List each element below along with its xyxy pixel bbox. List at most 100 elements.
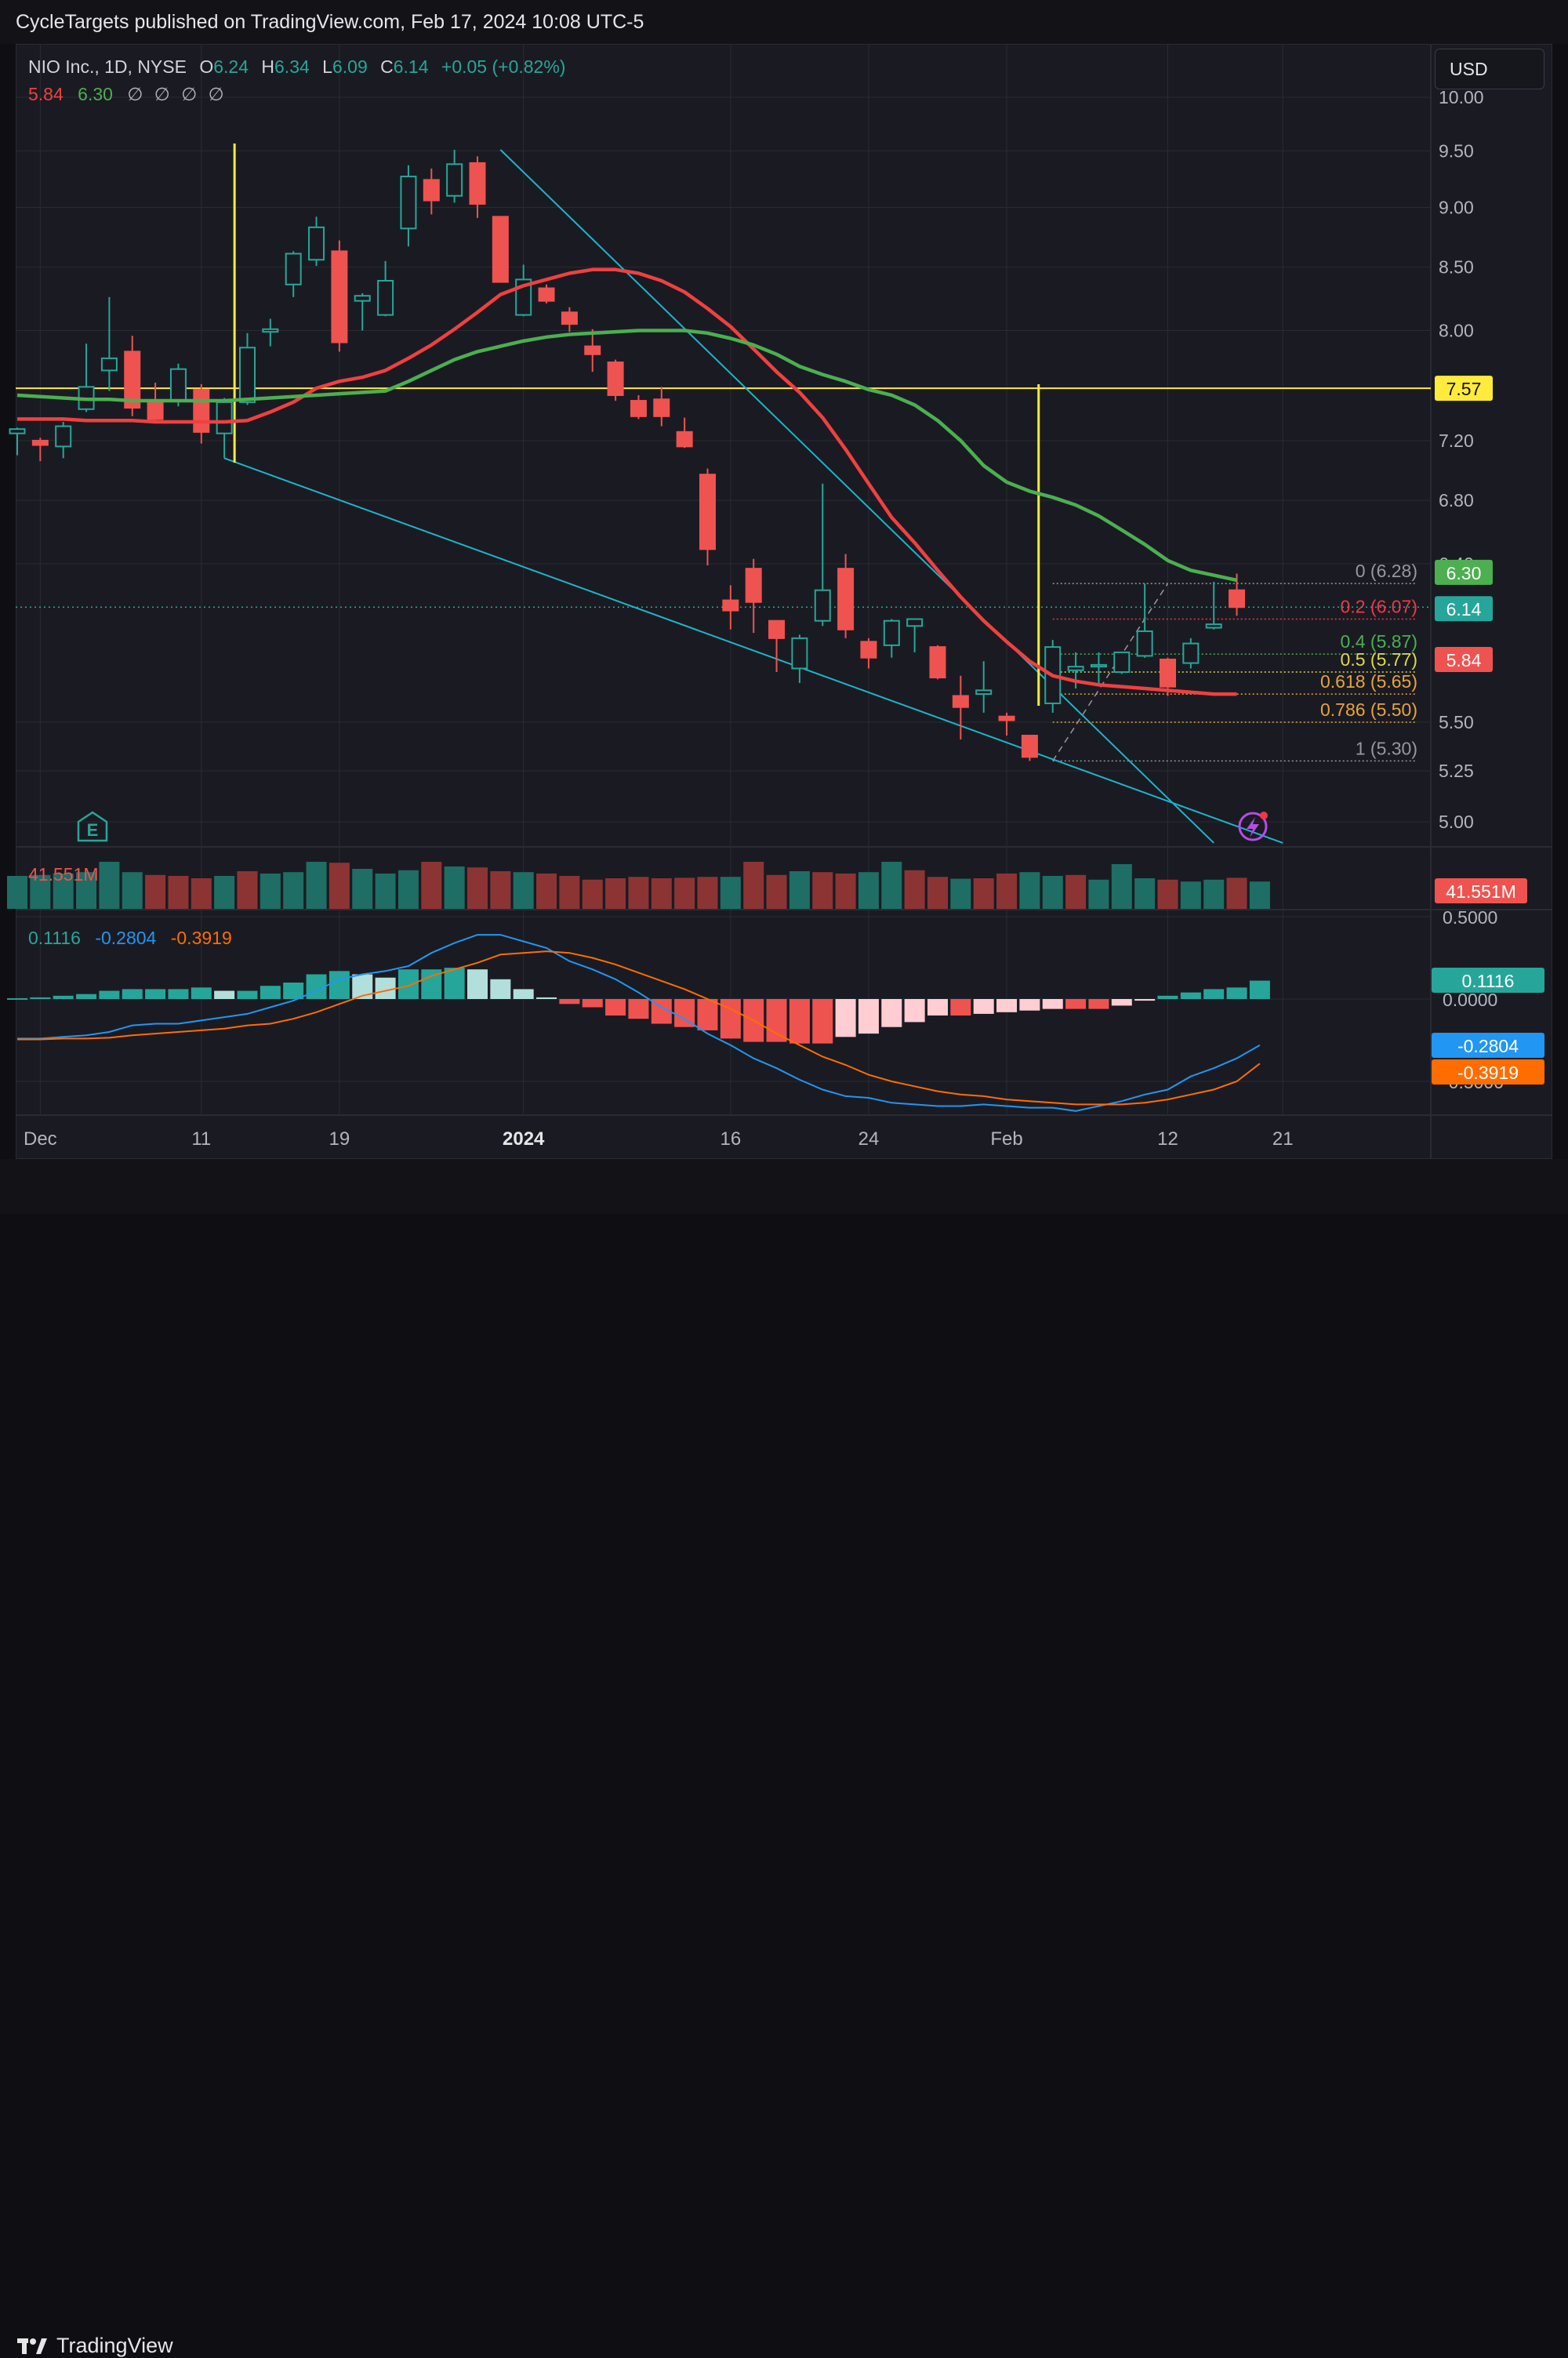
volume-bar xyxy=(789,871,810,909)
macd-histogram-bar xyxy=(789,999,810,1044)
y-tick-label: 9.00 xyxy=(1439,197,1474,217)
macd-histogram-bar xyxy=(214,990,235,999)
volume-bar xyxy=(1065,874,1087,909)
candle-body xyxy=(630,400,647,417)
tradingview-brand[interactable]: TradingView xyxy=(17,2334,173,2358)
macd-histogram-bar xyxy=(191,987,212,999)
volume-bar xyxy=(191,878,212,909)
macd-histogram-bar xyxy=(1226,987,1247,999)
volume-bar xyxy=(76,872,97,909)
y-tick-label: 9.50 xyxy=(1439,140,1474,161)
candle-body xyxy=(1021,735,1038,758)
candle-body xyxy=(100,357,118,372)
volume-bar xyxy=(950,878,971,909)
volume-bar xyxy=(1111,864,1132,909)
candle-body xyxy=(492,216,509,283)
candle-body xyxy=(239,347,256,403)
macd-histogram-bar xyxy=(835,999,856,1037)
macd-histogram-bar xyxy=(1019,999,1040,1011)
volume-bar xyxy=(536,874,557,909)
macd-histogram-bar xyxy=(237,990,258,999)
close-value: 6.14 xyxy=(393,56,429,77)
volume-bar xyxy=(513,872,534,909)
volume-bar xyxy=(306,862,327,909)
macd-value-tag xyxy=(1432,1033,1544,1058)
volume-bar xyxy=(352,869,373,909)
x-tick-label: 21 xyxy=(1272,1128,1294,1150)
macd-histogram-bar xyxy=(605,999,626,1016)
candle-body xyxy=(169,368,187,402)
candle-body xyxy=(791,637,808,670)
candle-body xyxy=(1090,663,1107,668)
macd-histogram-bar xyxy=(1157,995,1178,999)
candle-body xyxy=(9,428,26,434)
volume-bar xyxy=(927,877,948,909)
candle-body xyxy=(377,280,394,316)
y-tick-label: 6.80 xyxy=(1439,490,1474,510)
macd-histogram-bar xyxy=(283,983,304,999)
fib-level-label: 0.618 (5.65) xyxy=(1320,671,1417,692)
macd-value-tag-text: -0.3919 xyxy=(1457,1063,1519,1083)
volume-bar xyxy=(145,874,166,909)
fib-diagonal xyxy=(1052,583,1169,761)
price-tag xyxy=(1435,596,1493,622)
volume-bar xyxy=(375,874,396,909)
chart-frame[interactable] xyxy=(16,44,1552,1159)
volume-bar xyxy=(53,874,74,909)
price-tag xyxy=(1435,559,1493,585)
macd-value-tag xyxy=(1432,1059,1544,1085)
lightning-icon xyxy=(1238,812,1268,841)
empty-value: ∅ xyxy=(208,84,224,104)
volume-bar xyxy=(881,862,902,909)
earnings-marker-letter: E xyxy=(87,820,99,840)
chart-canvas[interactable]: 10.009.509.008.508.007.206.806.405.505.2… xyxy=(0,0,1568,1214)
candle-body xyxy=(1136,630,1153,657)
y-tick-label: 7.20 xyxy=(1439,431,1474,451)
symbol-label[interactable]: NIO Inc., 1D, NYSE xyxy=(28,56,187,77)
volume-legend: 41.551M xyxy=(28,864,99,885)
macd-histogram-bar xyxy=(697,999,718,1030)
candle-body xyxy=(400,176,417,230)
macd-histogram-bar xyxy=(927,999,948,1016)
publish-header: CycleTargets published on TradingView.co… xyxy=(0,0,1568,44)
volume-bar xyxy=(1157,879,1178,909)
macd-histogram-bar xyxy=(375,977,396,999)
macd-value-tag-text: 0.1116 xyxy=(1462,971,1515,991)
macd-histogram-bar xyxy=(467,969,488,999)
volume-bar xyxy=(444,867,465,909)
y-tick-label: 8.00 xyxy=(1439,320,1474,340)
macd-histogram-bar xyxy=(99,990,120,999)
lightning-bolt xyxy=(1247,817,1259,837)
tradingview-logo-icon xyxy=(17,2338,47,2354)
low-label: L xyxy=(322,56,332,77)
volume-bar xyxy=(1088,879,1109,909)
volume-bar xyxy=(30,874,51,909)
volume-bar xyxy=(973,878,994,909)
fib-level-label: 0.4 (5.87) xyxy=(1341,631,1417,652)
volume-bar xyxy=(812,872,833,909)
x-tick-label: Feb xyxy=(990,1128,1022,1150)
volume-bar xyxy=(467,867,488,909)
macd-histogram-bar xyxy=(720,999,741,1039)
volume-bar xyxy=(328,863,350,909)
open-value: 6.24 xyxy=(213,56,249,77)
macd-histogram-bar xyxy=(1088,999,1109,1009)
volume-bar xyxy=(743,862,764,909)
y-tick-label: 5.50 xyxy=(1439,712,1474,732)
volume-bar xyxy=(766,874,787,909)
currency-button[interactable]: USD xyxy=(1435,49,1544,89)
x-tick-label: Dec xyxy=(24,1128,57,1150)
volume-bar xyxy=(559,876,580,909)
candle-body xyxy=(193,388,210,433)
candle-body xyxy=(423,179,440,202)
macd-histogram-bar xyxy=(328,971,350,999)
macd-histogram-bar xyxy=(628,999,649,1019)
candle-body xyxy=(952,695,969,708)
macd-histogram-bar xyxy=(1203,989,1225,999)
macd-y-tick-label: 0.5000 xyxy=(1443,907,1497,928)
candle-body xyxy=(745,568,762,603)
candle-body xyxy=(1160,658,1176,688)
candle-body xyxy=(906,618,924,627)
candle-body xyxy=(124,351,141,409)
macd-histogram-bar xyxy=(904,999,925,1023)
